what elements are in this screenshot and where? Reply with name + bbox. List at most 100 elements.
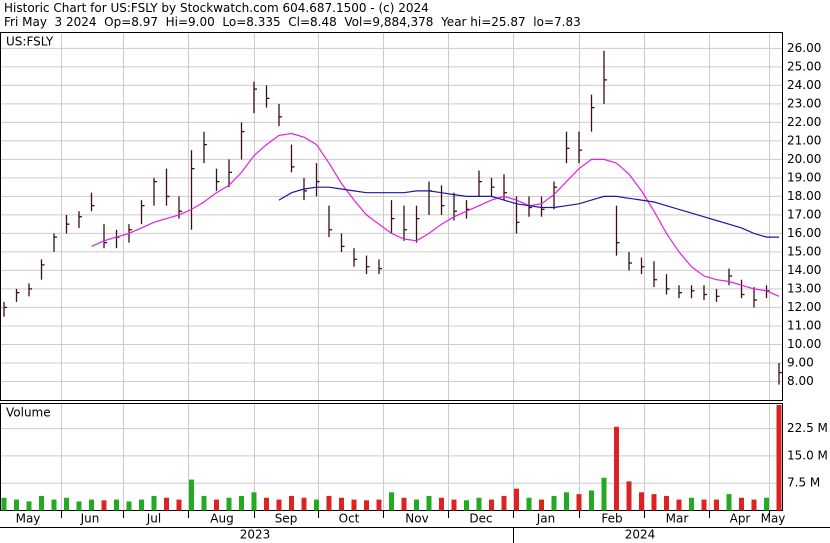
- volume-bar: [589, 490, 594, 511]
- y-tick-label: 8.00: [787, 374, 814, 388]
- volume-bar: [751, 499, 757, 511]
- volume-bar: [564, 492, 569, 511]
- volume-bar: [664, 495, 669, 511]
- volume-bar: [14, 499, 19, 511]
- volume-bar: [376, 499, 382, 511]
- symbol-label: US:FSLY: [6, 35, 54, 49]
- volume-bar: [126, 501, 132, 511]
- volume-bar: [89, 499, 94, 511]
- month-label: Jan: [536, 512, 556, 526]
- volume-bar: [239, 495, 244, 511]
- volume-bar: [714, 499, 719, 511]
- price-frame: [0, 32, 783, 401]
- volume-bar: [289, 495, 294, 511]
- y-tick-label: 13.00: [787, 281, 821, 295]
- y-tick-label: 11.00: [787, 318, 821, 332]
- year-label: 2024: [625, 528, 656, 542]
- y-tick-label: 15.00: [787, 244, 821, 258]
- moving-average-line: [91, 132, 780, 297]
- month-label: May: [761, 512, 786, 526]
- volume-bar: [64, 497, 69, 511]
- year-label: 2023: [240, 528, 271, 542]
- volume-bar: [189, 479, 194, 511]
- volume-bar: [464, 500, 469, 511]
- y-tick-label: 19.00: [787, 170, 821, 184]
- month-label: Mar: [666, 512, 689, 526]
- volume-bar: [489, 499, 494, 511]
- volume-bar: [526, 497, 532, 511]
- volume-bar: [26, 501, 32, 511]
- volume-bar: [76, 501, 82, 511]
- volume-bar: [601, 477, 607, 511]
- volume-bar: [251, 492, 257, 511]
- volume-bar: [264, 497, 269, 511]
- volume-bar: [151, 495, 157, 511]
- month-label: Dec: [469, 512, 492, 526]
- volume-bar: [539, 499, 544, 511]
- volume-bar: [776, 404, 782, 511]
- volume-bar: [301, 497, 307, 511]
- volume-bar: [651, 494, 657, 511]
- volume-bar: [701, 499, 707, 511]
- y-tick-label: 24.00: [787, 78, 821, 92]
- volume-bar: [401, 497, 407, 511]
- y-tick-label: 26.00: [787, 41, 821, 55]
- y-tick-label: 21.00: [787, 133, 821, 147]
- volume-bar: [1, 497, 7, 511]
- y-tick-label: 17.00: [787, 207, 821, 221]
- volume-bar: [139, 499, 144, 511]
- y-tick-label: 22.5 M: [787, 421, 828, 435]
- volume-bar: [764, 497, 769, 511]
- volume-bar: [414, 499, 419, 511]
- volume-bar: [739, 497, 744, 511]
- month-label: Aug: [210, 512, 233, 526]
- volume-bar: [514, 488, 519, 511]
- y-tick-label: 14.00: [787, 263, 821, 277]
- month-label: Apr: [730, 512, 751, 526]
- y-tick-label: 9.00: [787, 355, 814, 369]
- volume-bar: [364, 500, 369, 511]
- month-label: Oct: [339, 512, 360, 526]
- y-tick-label: 25.00: [787, 59, 821, 73]
- volume-bar: [51, 499, 57, 511]
- y-tick-label: 18.00: [787, 189, 821, 203]
- month-label: Jun: [80, 512, 100, 526]
- header-title: Historic Chart for US:FSLY by Stockwatch…: [4, 1, 429, 15]
- month-label: May: [16, 512, 41, 526]
- y-tick-label: 10.00: [787, 337, 821, 351]
- y-tick-label: 7.5 M: [787, 476, 820, 490]
- volume-bar: [226, 497, 232, 511]
- volume-bar: [326, 495, 332, 511]
- y-tick-label: 22.00: [787, 115, 821, 129]
- volume-bar: [176, 499, 182, 511]
- volume-bar: [476, 497, 482, 511]
- volume-bar: [114, 499, 119, 511]
- volume-bar: [676, 499, 682, 511]
- volume-bar: [389, 492, 394, 511]
- volume-bar: [276, 499, 282, 511]
- y-tick-label: 23.00: [787, 96, 821, 110]
- volume-bar: [501, 495, 507, 511]
- volume-bar: [451, 499, 457, 511]
- volume-bar: [314, 499, 319, 511]
- volume-bar: [39, 495, 44, 511]
- volume-label: Volume: [6, 406, 51, 420]
- volume-bar: [576, 494, 582, 511]
- volume-bar: [214, 499, 219, 511]
- y-tick-label: 12.00: [787, 300, 821, 314]
- y-tick-label: 15.0 M: [787, 448, 828, 462]
- volume-bar: [639, 492, 644, 511]
- volume-bar: [339, 497, 344, 511]
- y-tick-label: 16.00: [787, 226, 821, 240]
- month-label: Jul: [146, 512, 161, 526]
- volume-bar: [689, 497, 694, 511]
- month-label: Sep: [275, 512, 298, 526]
- volume-bar: [626, 481, 632, 511]
- volume-bar: [426, 495, 432, 511]
- month-label: Nov: [405, 512, 428, 526]
- volume-bar: [614, 426, 619, 511]
- moving-average-line: [278, 186, 779, 238]
- volume-bar: [551, 495, 557, 511]
